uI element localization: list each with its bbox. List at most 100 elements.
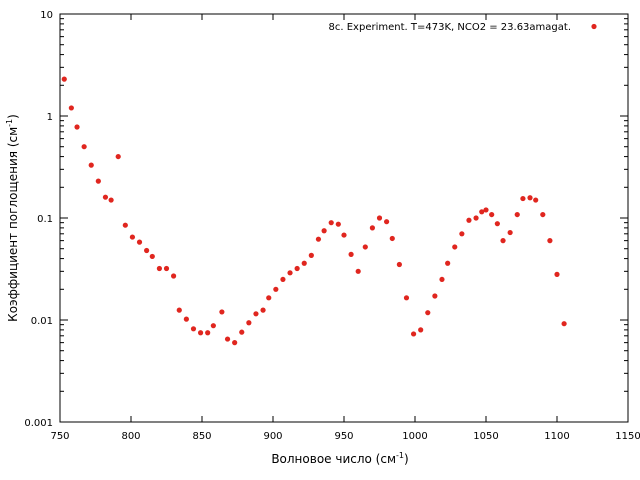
data-point (445, 260, 451, 266)
data-point (520, 195, 526, 202)
data-point (266, 295, 272, 301)
data-point (315, 236, 322, 242)
data-point (321, 228, 327, 234)
data-point (95, 178, 101, 184)
x-tick-label: 1050 (473, 431, 498, 442)
data-point (500, 238, 506, 244)
x-axis-label-sup: -1 (396, 451, 404, 460)
data-point (489, 211, 495, 218)
data-point (483, 207, 489, 213)
x-tick-label: 750 (50, 431, 69, 442)
data-point (376, 215, 383, 221)
data-point (439, 276, 445, 283)
data-point (466, 217, 472, 223)
data-point (144, 247, 150, 254)
data-point (273, 286, 279, 292)
data-point (403, 295, 410, 301)
x-tick-label: 1100 (544, 431, 569, 442)
data-point (479, 209, 485, 215)
data-point (61, 76, 67, 82)
x-tick-label: 1150 (615, 431, 640, 442)
plot-frame (59, 13, 629, 423)
data-point (554, 271, 560, 277)
data-point (260, 307, 266, 313)
data-point (527, 195, 533, 201)
data-point (355, 268, 361, 274)
x-axis-label-end: ) (404, 452, 409, 466)
data-point (384, 219, 390, 225)
data-point (81, 144, 87, 150)
data-point (459, 231, 465, 237)
x-tick-label: 800 (121, 431, 140, 442)
data-point (197, 330, 204, 336)
data-point (348, 251, 354, 257)
y-axis-label-base: Коэффициент поглощения (см (6, 127, 20, 322)
data-point (136, 239, 143, 245)
data-point (494, 221, 500, 227)
data-point (190, 326, 197, 332)
data-point (68, 105, 74, 111)
y-tick-label: 1 (47, 112, 53, 123)
data-point (246, 320, 252, 326)
data-point (239, 329, 245, 335)
x-axis-label: Волновое число (см-1) (271, 451, 408, 466)
data-point (533, 197, 539, 203)
data-point (507, 229, 513, 236)
data-point (369, 225, 375, 231)
x-axis-label-base: Волновое число (см (271, 452, 396, 466)
data-point (224, 336, 231, 342)
legend: 8c. Experiment. T=473K, NCO2 = 23.63amag… (329, 22, 597, 33)
data-point (514, 211, 520, 218)
data-point (418, 327, 424, 333)
data-point (396, 261, 402, 268)
data-point (253, 311, 259, 317)
legend-label: 8c. Experiment. T=473K, NCO2 = 23.63amag… (329, 22, 571, 33)
y-axis-label: Коэффициент поглощения (см-1) (5, 114, 20, 322)
y-axis-label-end: ) (6, 114, 20, 119)
data-point (88, 162, 94, 168)
data-point (362, 244, 368, 250)
data-point (335, 221, 341, 227)
data-point (389, 235, 395, 242)
data-point (308, 252, 314, 258)
y-tick-label: 10 (40, 10, 53, 21)
data-point (287, 270, 293, 276)
data-point (341, 232, 347, 238)
data-point (232, 340, 238, 346)
y-tick-label: 0.01 (31, 316, 53, 327)
data-point (547, 238, 553, 244)
data-point (328, 220, 334, 226)
data-point (108, 197, 114, 203)
data-points (61, 76, 567, 346)
data-point (183, 316, 189, 322)
data-point (280, 276, 286, 283)
data-point (122, 222, 128, 228)
data-point (561, 321, 567, 327)
data-point (102, 194, 109, 200)
data-point (452, 244, 458, 250)
data-point (74, 124, 80, 130)
data-point (425, 310, 431, 316)
data-point (205, 330, 211, 336)
data-point (115, 153, 121, 160)
data-point (129, 234, 136, 240)
x-tick-label: 900 (263, 431, 282, 442)
x-tick-label: 950 (334, 431, 353, 442)
data-point (176, 307, 182, 313)
x-tick-label: 850 (192, 431, 211, 442)
data-point (171, 273, 177, 279)
y-axis-label-sup: -1 (5, 119, 14, 127)
data-point (432, 293, 438, 299)
data-point (149, 253, 155, 260)
data-point (294, 265, 300, 272)
y-tick-label: 0.001 (24, 418, 53, 429)
data-point (163, 265, 170, 272)
y-tick-label: 0.1 (37, 214, 53, 225)
legend-marker (591, 23, 597, 30)
data-point (473, 215, 479, 221)
data-point (219, 309, 225, 315)
x-tick-label: 1000 (402, 431, 427, 442)
data-point (301, 260, 307, 266)
data-point (410, 331, 417, 337)
